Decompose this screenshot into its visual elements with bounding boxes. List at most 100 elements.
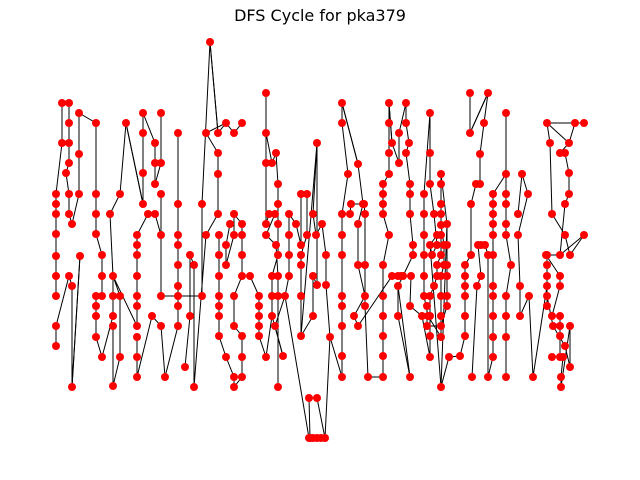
graph-node <box>437 200 445 208</box>
graph-node <box>489 292 497 300</box>
graph-node <box>385 170 393 178</box>
graph-node <box>354 322 362 330</box>
graph-node <box>186 312 194 320</box>
graph-node <box>489 190 497 198</box>
graph-node <box>52 252 60 260</box>
graph-node <box>230 322 238 330</box>
graph-node <box>133 241 141 249</box>
graph-node <box>238 119 246 127</box>
graph-node <box>397 272 405 280</box>
graph-node <box>65 272 73 280</box>
graph-node <box>222 261 230 269</box>
graph-node <box>489 210 497 218</box>
graph-node <box>322 251 330 259</box>
graph-node <box>133 272 141 280</box>
tour-edge-path <box>161 41 243 297</box>
graph-node <box>214 129 222 137</box>
graph-node <box>476 150 484 158</box>
graph-node <box>106 210 114 218</box>
graph-node <box>548 353 556 361</box>
graph-node <box>139 200 147 208</box>
graph-node <box>565 190 573 198</box>
graph-node <box>52 200 60 208</box>
graph-node <box>303 190 311 198</box>
graph-node <box>420 210 428 218</box>
graph-node <box>433 261 441 269</box>
graph-node <box>502 190 510 198</box>
graph-node <box>174 129 182 137</box>
graph-node <box>379 292 387 300</box>
tour-edge <box>559 234 585 256</box>
graph-node <box>476 180 484 188</box>
graph-node <box>62 169 70 177</box>
tour-edge <box>397 285 411 378</box>
graph-node <box>426 241 434 249</box>
graph-node <box>322 281 330 289</box>
graph-node <box>502 200 510 208</box>
graph-node <box>52 210 60 218</box>
graph-node <box>406 373 414 381</box>
graph-node <box>466 129 474 137</box>
graph-node <box>406 302 414 310</box>
graph-node <box>313 139 321 147</box>
graph-node <box>52 322 60 330</box>
graph-node <box>346 210 354 218</box>
graph-node <box>489 220 497 228</box>
graph-node <box>418 312 426 320</box>
graph-node <box>379 312 387 320</box>
graph-node <box>274 272 282 280</box>
graph-node <box>198 200 206 208</box>
graph-node <box>338 119 346 127</box>
graph-node <box>467 200 475 208</box>
graph-node <box>139 129 147 137</box>
graph-node <box>157 322 165 330</box>
tour-edge <box>284 295 310 439</box>
graph-node <box>238 251 246 259</box>
graph-node <box>98 251 106 259</box>
graph-node <box>443 241 451 249</box>
graph-node <box>297 261 305 269</box>
graph-node <box>262 353 270 361</box>
graph-node <box>133 373 141 381</box>
graph-node <box>557 373 565 381</box>
graph-node <box>174 282 182 290</box>
graph-node <box>65 159 73 167</box>
graph-node <box>92 230 100 238</box>
graph-node <box>489 231 497 239</box>
graph-node <box>215 272 223 280</box>
graph-node <box>502 292 510 300</box>
graph-node <box>524 190 532 198</box>
graph-node <box>406 210 414 218</box>
graph-node <box>215 312 223 320</box>
graph-node <box>238 373 246 381</box>
graph-node <box>297 292 305 300</box>
graph-node <box>477 272 485 280</box>
graph-node <box>489 200 497 208</box>
graph-node <box>354 160 362 168</box>
graph-node <box>437 180 445 188</box>
graph-node <box>379 180 387 188</box>
graph-node <box>489 312 497 320</box>
graph-node <box>514 231 522 239</box>
graph-node <box>297 241 305 249</box>
graph-node <box>157 109 165 117</box>
graph-node <box>274 292 282 300</box>
graph-node <box>326 333 334 341</box>
graph-node <box>206 38 214 46</box>
graph-node <box>262 159 270 167</box>
graph-node <box>420 251 428 259</box>
graph-node <box>443 261 451 269</box>
graph-node <box>445 353 453 361</box>
graph-node <box>65 210 73 218</box>
graph-node <box>489 282 497 290</box>
tour-edge <box>125 122 144 205</box>
graph-node <box>75 109 83 117</box>
graph-node <box>543 292 551 300</box>
graph-node <box>58 99 66 107</box>
graph-node <box>226 220 234 228</box>
graph-node <box>148 312 156 320</box>
graph-node <box>385 119 393 127</box>
graph-node <box>202 129 210 137</box>
graph-node <box>65 190 73 198</box>
